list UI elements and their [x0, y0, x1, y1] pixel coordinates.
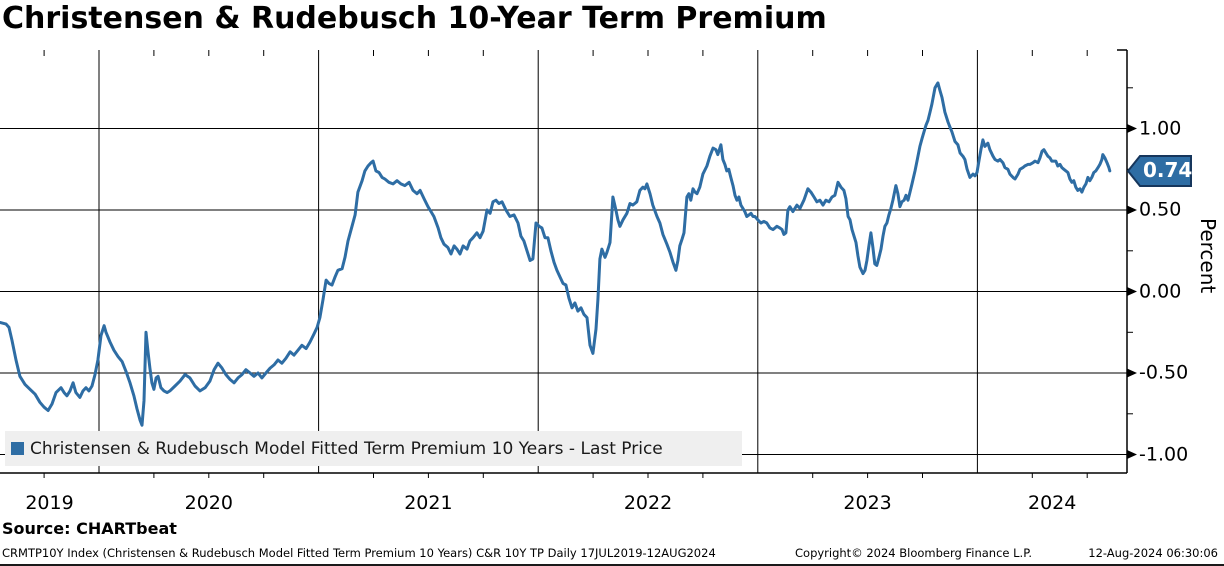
y-tick-label: 0.00 [1139, 280, 1182, 302]
y-tick-label: -1.00 [1139, 443, 1189, 465]
y-major-tick-arrow [1127, 287, 1137, 296]
x-tick-label: 2023 [843, 492, 892, 514]
x-tick-label: 2021 [404, 492, 453, 514]
last-price-badge-shape [1127, 154, 1192, 187]
footer-timestamp: 12-Aug-2024 06:30:06 [1088, 546, 1218, 560]
y-tick-label: 0.50 [1139, 198, 1182, 221]
page-title: Christensen & Rudebusch 10-Year Term Pre… [2, 1, 827, 36]
legend[interactable]: Christensen & Rudebusch Model Fitted Ter… [5, 431, 742, 466]
footer-ticker-info: CRMTP10Y Index (Christensen & Rudebusch … [2, 546, 716, 560]
y-major-tick-arrow [1127, 368, 1137, 378]
legend-label: Christensen & Rudebusch Model Fitted Ter… [30, 438, 663, 459]
y-major-tick-arrow [1127, 205, 1137, 215]
x-tick-label: 2022 [623, 492, 673, 514]
y-major-tick-arrow [1127, 124, 1137, 133]
y-major-tick-arrow [1127, 450, 1137, 459]
footer-copyright: Copyright© 2024 Bloomberg Finance L.P. [795, 546, 1032, 560]
source-line: Source: CHARTbeat [2, 519, 177, 538]
legend-swatch-icon [11, 442, 24, 455]
y-tick-label: -0.50 [1139, 361, 1189, 384]
last-price-value: 0.74 [1143, 157, 1193, 182]
price-line [0, 81, 1112, 427]
bottom-border [0, 564, 1224, 566]
x-tick-label: 2020 [184, 492, 233, 514]
x-tick-label: 2024 [1028, 492, 1077, 514]
y-axis-title: Percent [1196, 218, 1220, 294]
x-tick-label: 2019 [25, 492, 74, 514]
y-tick-label: 1.00 [1139, 117, 1182, 139]
last-price-badge: 0.74 [1127, 154, 1193, 188]
